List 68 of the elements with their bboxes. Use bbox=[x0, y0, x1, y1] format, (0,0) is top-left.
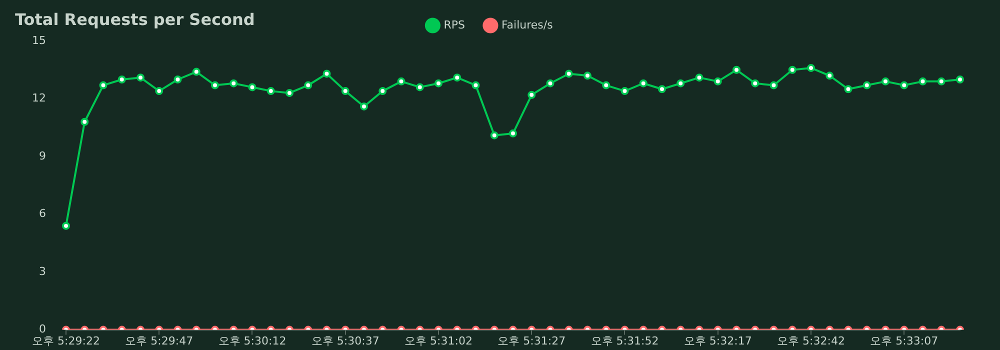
point bbox=[918, 77, 927, 86]
point bbox=[99, 81, 108, 90]
x-tick-label: 오후 5:29:47 bbox=[125, 334, 194, 348]
point bbox=[304, 81, 312, 90]
point bbox=[770, 81, 778, 90]
point bbox=[658, 85, 666, 94]
point bbox=[174, 76, 182, 84]
y-tick-label: 0 bbox=[38, 322, 46, 336]
point bbox=[751, 79, 760, 88]
point bbox=[956, 76, 964, 84]
point bbox=[136, 74, 144, 82]
point bbox=[639, 79, 648, 88]
point bbox=[453, 74, 462, 82]
x-tick-label: 오후 5:33:07 bbox=[870, 334, 938, 348]
point bbox=[490, 131, 498, 140]
y-tick-label: 9 bbox=[38, 149, 46, 162]
point bbox=[192, 68, 200, 76]
point bbox=[546, 79, 554, 88]
y-tick-label: 6 bbox=[38, 207, 46, 220]
point bbox=[230, 79, 238, 88]
point bbox=[155, 87, 164, 96]
y-tick-label: 3 bbox=[38, 264, 46, 278]
point bbox=[714, 77, 722, 86]
chart-title: Total Requests per Second bbox=[15, 10, 255, 29]
point bbox=[844, 85, 852, 94]
x-tick-label: 오후 5:32:42 bbox=[777, 334, 845, 348]
x-tick-label: 오후 5:31:52 bbox=[590, 334, 659, 348]
point bbox=[620, 87, 629, 96]
x-tick-label: 오후 5:32:17 bbox=[684, 334, 752, 348]
legend-label: Failures/s bbox=[501, 18, 554, 32]
point bbox=[584, 72, 592, 80]
point bbox=[528, 90, 536, 99]
point bbox=[807, 64, 815, 72]
point bbox=[62, 222, 70, 230]
point bbox=[862, 81, 871, 90]
y-tick-label: 12 bbox=[32, 92, 46, 105]
point bbox=[397, 77, 406, 86]
point bbox=[266, 87, 275, 96]
point bbox=[900, 81, 908, 90]
point bbox=[564, 70, 573, 78]
point bbox=[472, 81, 480, 90]
point bbox=[286, 88, 294, 97]
point bbox=[248, 83, 256, 92]
x-tick-label: 오후 5:29:22 bbox=[32, 334, 100, 348]
point bbox=[788, 66, 796, 74]
point bbox=[882, 77, 890, 86]
point bbox=[937, 77, 946, 86]
point bbox=[211, 81, 219, 90]
y-tick-label: 15 bbox=[32, 34, 46, 47]
point bbox=[602, 81, 610, 90]
point bbox=[826, 72, 834, 80]
x-tick-label: 오후 5:31:02 bbox=[404, 334, 472, 348]
point bbox=[360, 102, 368, 110]
point bbox=[732, 66, 740, 74]
point bbox=[80, 118, 89, 126]
point bbox=[341, 87, 350, 96]
point bbox=[695, 74, 704, 82]
x-tick-label: 오후 5:30:37 bbox=[311, 334, 380, 348]
point bbox=[509, 129, 517, 138]
x-tick-label: 오후 5:30:12 bbox=[218, 334, 286, 348]
point bbox=[434, 79, 442, 88]
point bbox=[378, 87, 387, 96]
point bbox=[416, 83, 424, 92]
point bbox=[322, 70, 331, 78]
legend-label: RPS bbox=[444, 18, 465, 32]
x-tick-label: 오후 5:31:27 bbox=[498, 334, 566, 348]
point bbox=[118, 76, 126, 84]
point bbox=[676, 79, 685, 88]
